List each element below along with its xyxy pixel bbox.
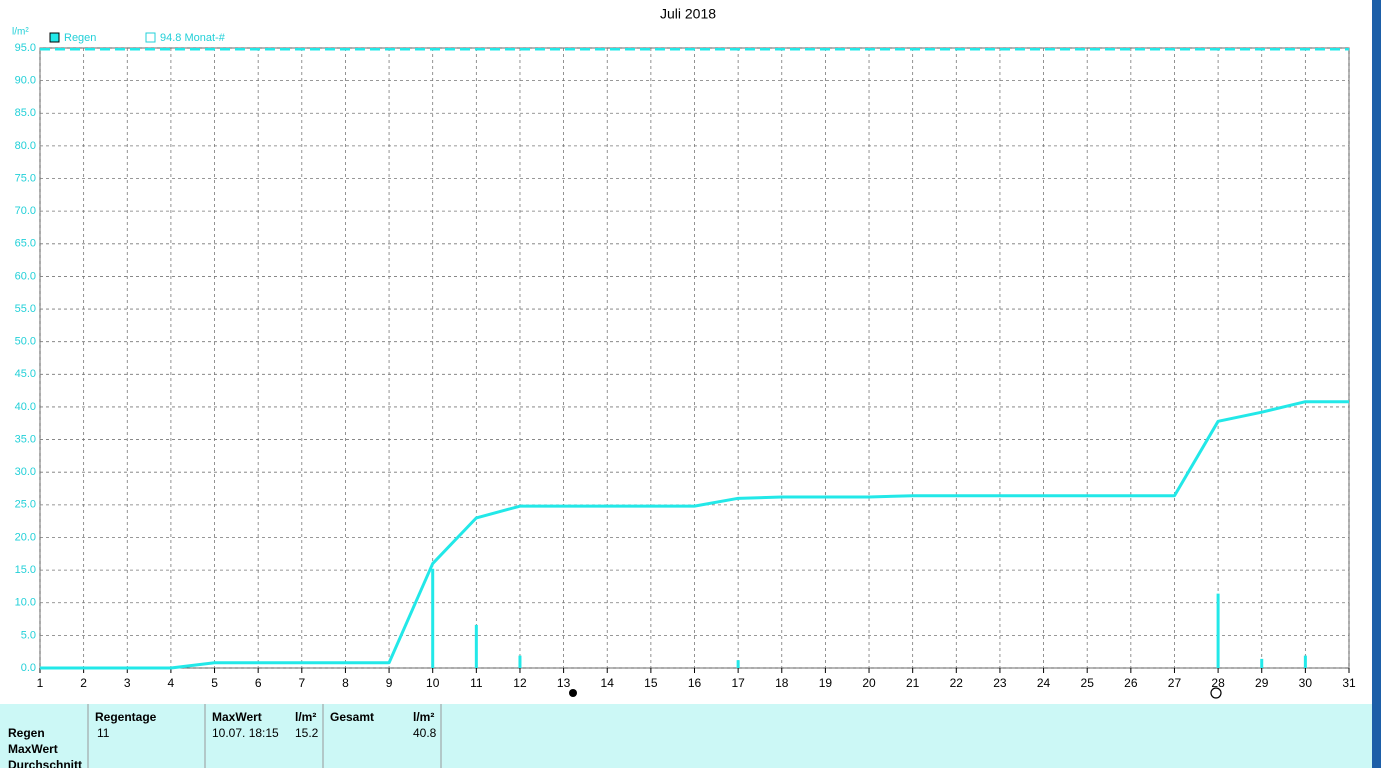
- x-tick-label: 14: [601, 676, 615, 690]
- y-tick-label: 35.0: [15, 433, 36, 445]
- legend-label: 94.8 Monat-#: [160, 32, 226, 44]
- table-dividers: [87, 704, 442, 768]
- y-tick-label: 65.0: [15, 238, 36, 250]
- x-tick-label: 29: [1255, 676, 1269, 690]
- y-tick-label: 10.0: [15, 597, 36, 609]
- y-unit: l/m²: [12, 27, 29, 38]
- series-line: [40, 400, 1349, 670]
- x-tick-label: 27: [1168, 676, 1182, 690]
- x-tick-label: 11: [470, 676, 483, 690]
- x-tick-label: 28: [1211, 676, 1225, 690]
- cell-value: 11: [97, 726, 110, 740]
- y-tick-label: 60.0: [15, 270, 36, 282]
- x-tick-label: 23: [993, 676, 1007, 690]
- y-tick-label: 55.0: [15, 303, 36, 315]
- x-tick-label: 26: [1124, 676, 1138, 690]
- y-tick-label: 70.0: [15, 205, 36, 217]
- column-header: l/m²: [413, 710, 434, 724]
- x-tick-label: 18: [775, 676, 789, 690]
- x-tick-label: 19: [819, 676, 833, 690]
- full-moon: [1210, 687, 1222, 699]
- new-moon: [569, 689, 577, 697]
- column-header: Gesamt: [330, 710, 374, 724]
- column-header: l/m²: [295, 710, 316, 724]
- x-tick-label: 25: [1081, 676, 1095, 690]
- legend-swatch: [49, 32, 60, 43]
- x-tick-label: 21: [906, 676, 920, 690]
- stats-panel: [0, 704, 1372, 768]
- x-tick-label: 22: [950, 676, 964, 690]
- desktop-edge: [1372, 0, 1381, 768]
- x-tick-label: 20: [862, 676, 876, 690]
- y-tick-label: 40.0: [15, 401, 36, 413]
- x-tick-label: 16: [688, 676, 702, 690]
- row-label: Regen: [8, 726, 45, 740]
- x-tick-label: 6: [255, 676, 262, 690]
- x-tick-label: 13: [557, 676, 571, 690]
- row-label: MaxWert: [8, 742, 58, 756]
- cell-value: 10.07. 18:15: [212, 726, 279, 740]
- y-tick-label: 20.0: [15, 531, 36, 543]
- y-tick-label: 45.0: [15, 368, 36, 380]
- x-tick-label: 3: [124, 676, 131, 690]
- x-tick-label: 4: [168, 676, 175, 690]
- x-tick-label: 2: [80, 676, 87, 690]
- y-tick-label: 95.0: [15, 42, 36, 54]
- cell-value: 15.2: [295, 726, 319, 740]
- x-tick-label: 5: [211, 676, 218, 690]
- x-tick-label: 15: [644, 676, 658, 690]
- x-tick-label: 17: [731, 676, 745, 690]
- x-tick-label: 30: [1299, 676, 1313, 690]
- x-tick-label: 9: [386, 676, 393, 690]
- y-tick-label: 50.0: [15, 336, 36, 348]
- y-tick-label: 0.0: [21, 662, 36, 674]
- y-tick-label: 90.0: [15, 75, 36, 87]
- legend-swatch: [145, 32, 156, 43]
- cell-value: 40.8: [413, 726, 437, 740]
- x-tick-label: 10: [426, 676, 440, 690]
- chart-title: Juli 2018: [660, 6, 716, 22]
- y-tick-label: 5.0: [21, 629, 36, 641]
- legend-label: Regen: [64, 32, 96, 44]
- x-tick-label: 7: [298, 676, 305, 690]
- x-tick-label: 12: [513, 676, 527, 690]
- y-tick-label: 25.0: [15, 499, 36, 511]
- column-header: Regentage: [95, 710, 157, 724]
- y-tick-label: 15.0: [15, 564, 36, 576]
- column-header: MaxWert: [212, 710, 262, 724]
- y-tick-label: 30.0: [15, 466, 36, 478]
- y-tick-label: 85.0: [15, 107, 36, 119]
- x-tick-label: 1: [37, 676, 44, 690]
- y-tick-label: 75.0: [15, 172, 36, 184]
- row-label: Durchschnitt: [8, 758, 82, 768]
- y-tick-label: 80.0: [15, 140, 36, 152]
- x-tick-label: 24: [1037, 676, 1051, 690]
- x-tick-label: 31: [1342, 676, 1356, 690]
- x-tick-label: 8: [342, 676, 349, 690]
